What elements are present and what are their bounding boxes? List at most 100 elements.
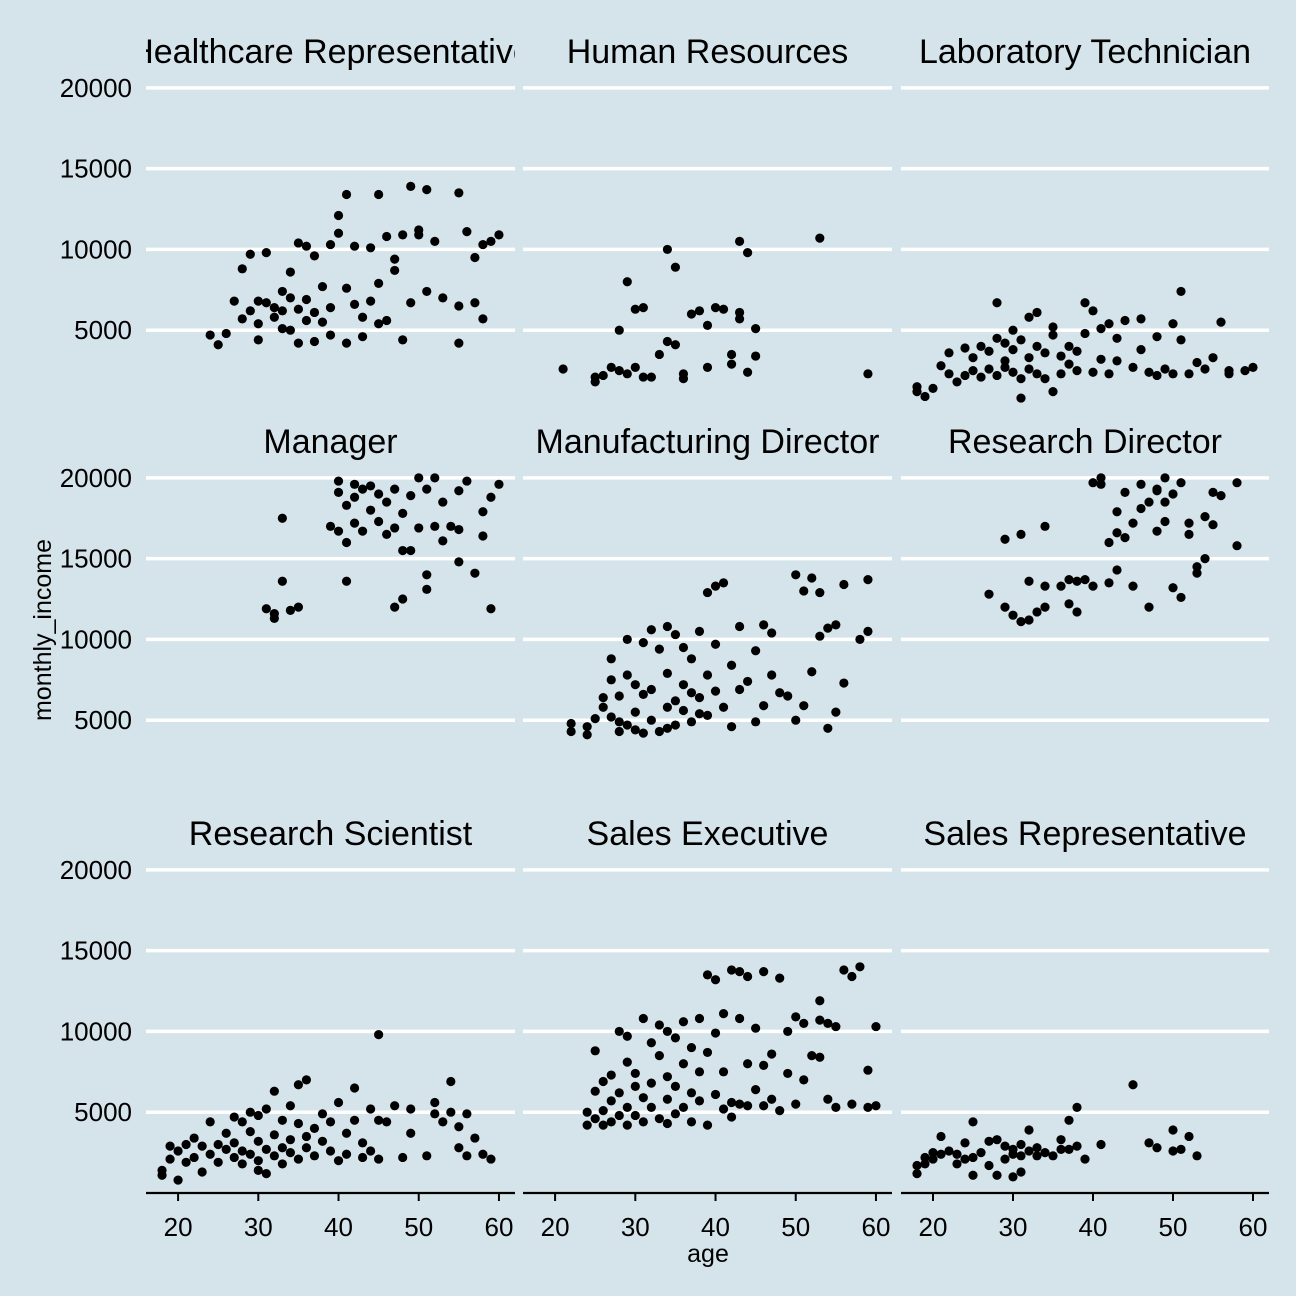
data-point (775, 1105, 785, 1116)
data-point (253, 319, 263, 329)
data-point (815, 587, 825, 598)
data-point (1024, 353, 1034, 363)
data-point (1008, 367, 1018, 377)
data-point (1072, 1141, 1082, 1151)
data-point (349, 241, 360, 251)
data-point (1032, 607, 1042, 617)
data-point (606, 675, 616, 685)
x-tick-label: 60 (484, 1212, 513, 1242)
data-point (767, 1049, 777, 1059)
data-point (478, 314, 488, 324)
data-point (325, 302, 336, 313)
data-point (341, 1149, 352, 1159)
data-point (952, 1149, 962, 1159)
data-point (1000, 1141, 1010, 1151)
data-point (253, 1136, 263, 1146)
data-point (1136, 479, 1146, 489)
data-point (341, 338, 352, 348)
data-point (1016, 335, 1026, 345)
data-point (944, 369, 954, 379)
data-point (831, 1102, 841, 1112)
data-point (702, 670, 713, 680)
data-point (791, 570, 801, 580)
data-point (871, 1021, 881, 1032)
data-point (718, 304, 729, 314)
data-point (333, 526, 344, 536)
data-point (606, 1070, 616, 1080)
data-point (1048, 322, 1058, 332)
facet-panel: Sales Representative 20 30 40 50 60 (901, 815, 1269, 1242)
facet-title: Manufacturing Director (536, 423, 880, 461)
data-point (566, 718, 576, 729)
data-point (759, 967, 769, 977)
data-point (1208, 520, 1218, 530)
data-point (968, 1170, 978, 1180)
data-point (678, 1059, 689, 1069)
data-point (630, 362, 640, 372)
data-point (341, 1128, 352, 1138)
data-point (710, 581, 721, 591)
data-point (614, 366, 624, 376)
data-point (718, 1067, 729, 1077)
data-point (928, 1148, 938, 1158)
data-point (952, 377, 962, 387)
data-point (189, 1152, 199, 1163)
data-point (1184, 369, 1194, 379)
data-point (1088, 581, 1098, 591)
data-point (261, 248, 271, 258)
data-point (960, 1154, 970, 1164)
data-point (686, 654, 697, 664)
data-point (438, 293, 448, 303)
data-point (301, 294, 312, 305)
data-point (638, 1093, 648, 1103)
data-point (486, 236, 496, 246)
data-point (1144, 497, 1154, 507)
data-point (662, 621, 672, 632)
data-point (478, 531, 488, 541)
data-point (1056, 581, 1066, 591)
data-point (341, 189, 352, 200)
data-point (398, 335, 408, 345)
data-point (357, 484, 368, 494)
data-point (1128, 362, 1138, 372)
data-point (1032, 307, 1042, 318)
data-point (920, 1159, 930, 1169)
data-point (486, 1154, 496, 1164)
data-point (775, 688, 785, 698)
data-point (197, 1167, 207, 1177)
data-point (470, 1133, 480, 1143)
data-point (1048, 387, 1058, 397)
data-point (229, 296, 239, 306)
data-point (702, 362, 713, 372)
data-point (606, 712, 616, 722)
x-tick-label: 30 (244, 1212, 273, 1242)
data-point (261, 604, 271, 614)
data-point (1000, 602, 1010, 612)
data-point (831, 620, 841, 630)
data-point (325, 239, 336, 250)
data-point (1168, 583, 1178, 593)
data-point (277, 286, 287, 297)
data-point (726, 965, 737, 975)
data-point (614, 717, 624, 727)
data-point (839, 678, 849, 688)
data-point (1024, 1125, 1034, 1135)
data-point (430, 1097, 440, 1108)
data-point (454, 486, 464, 496)
data-point (1152, 526, 1162, 536)
data-point (952, 1159, 962, 1169)
data-point (638, 689, 648, 699)
data-point (454, 1143, 464, 1153)
x-tick-label: 40 (701, 1212, 730, 1242)
facet-panel: Sales Executive 20 30 40 50 60 (523, 815, 892, 1242)
data-point (1064, 575, 1074, 585)
data-point (1064, 1115, 1074, 1125)
data-point (920, 1152, 930, 1163)
data-point (1128, 518, 1138, 528)
data-point (366, 481, 376, 491)
data-point (1072, 576, 1082, 586)
data-point (1112, 507, 1122, 517)
data-point (165, 1154, 175, 1164)
data-point (341, 500, 352, 510)
